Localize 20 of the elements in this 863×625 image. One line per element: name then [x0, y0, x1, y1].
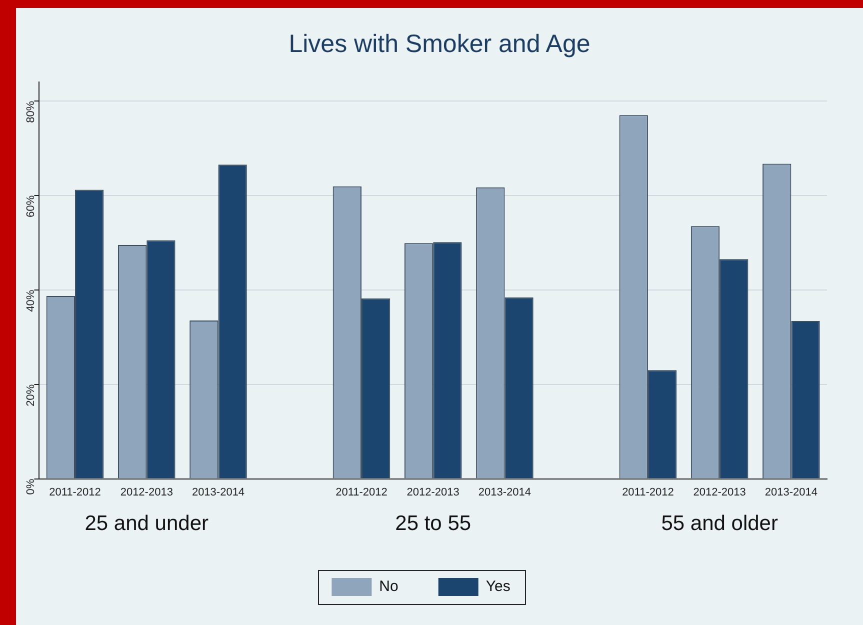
x-tick-label: 2011-2012 — [49, 486, 101, 498]
legend-label: No — [379, 578, 398, 596]
x-tick-label: 2011-2012 — [622, 486, 674, 498]
chart-title: Lives with Smoker and Age — [288, 30, 592, 59]
y-tick-label: 20% — [25, 384, 38, 406]
text: 25 to 55 — [395, 512, 472, 535]
x-tick-label: 2013-2014 — [764, 486, 818, 498]
x-tick-label: 2013-2014 — [192, 486, 245, 498]
text: 55 and older — [661, 512, 778, 535]
x-tick-label: 2012-2013 — [120, 486, 173, 498]
x-tick-label: 2012-2013 — [693, 486, 746, 498]
y-tick-label: 60% — [25, 195, 38, 218]
y-tick-label: 0% — [25, 478, 38, 495]
y-tick-label: 80% — [25, 100, 38, 123]
legend-label: Yes — [486, 578, 510, 596]
y-tick-label: 40% — [25, 290, 38, 312]
text: 25 and under — [84, 512, 209, 535]
x-tick-label: 2012-2013 — [406, 486, 460, 498]
x-tick-label: 2011-2012 — [336, 486, 388, 498]
x-tick-label: 2013-2014 — [478, 486, 532, 498]
